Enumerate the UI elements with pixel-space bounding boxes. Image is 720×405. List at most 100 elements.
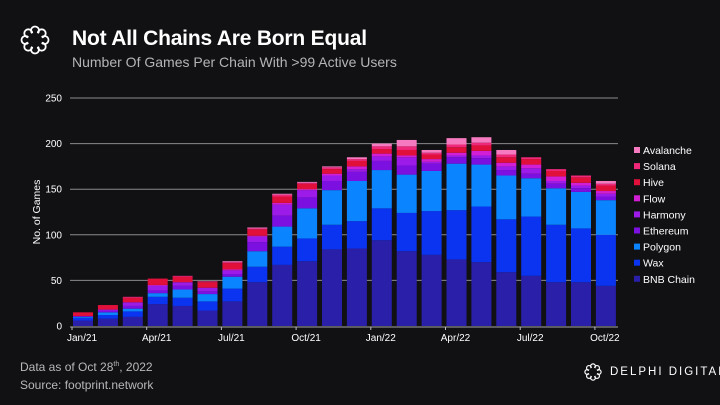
bar-segment-ethereum [197, 291, 218, 295]
bar-segment-bnb-chain [122, 316, 143, 326]
bar-segment-solana [496, 154, 517, 158]
bar-segment-solana [247, 228, 268, 230]
bar-segment-avalanche [471, 137, 492, 143]
bar-segment-avalanche [446, 138, 467, 145]
bar-segment-flow [222, 269, 243, 271]
bar-segment-harmony [322, 175, 342, 181]
bar-segment-polygon [471, 164, 492, 207]
bar-segment-wax [297, 238, 318, 262]
bar-segment-polygon [346, 180, 367, 222]
legend-label: Harmony [643, 209, 686, 221]
legend-item: Solana [634, 161, 676, 173]
bar-segment-polygon [197, 294, 218, 302]
bar-stack [197, 281, 218, 326]
bar-segment-polygon [546, 188, 567, 225]
y-tick-label: 200 [45, 139, 62, 150]
bar-segment-wax [247, 266, 268, 283]
bar-segment-polygon [322, 190, 342, 225]
bar-segment-harmony [272, 204, 293, 216]
bar-segment-bnb-chain [471, 262, 492, 326]
bar-segment-hive [197, 282, 218, 288]
legend: Avalanche Solana Hive Flow Harmony Ethereum Po… [634, 145, 695, 286]
legend-item: Harmony [634, 209, 686, 221]
bar-segment-solana [272, 194, 293, 197]
bar-segment-polygon [496, 175, 517, 220]
bar-segment-avalanche [247, 227, 268, 229]
bar-segment-solana [297, 182, 318, 184]
bar-segment-wax [571, 228, 591, 283]
bar-segment-harmony [147, 285, 168, 291]
bar-stack [571, 175, 591, 326]
bar-segment-harmony [496, 166, 517, 171]
bar-segment-polygon [172, 289, 193, 298]
bar-segment-wax [496, 219, 517, 273]
bar-segment-avalanche [297, 181, 318, 183]
legend-swatch [634, 243, 640, 250]
bar-stack [595, 180, 616, 326]
bar-segment-ethereum [396, 165, 417, 175]
data-source: Source: footprint.network [20, 378, 154, 392]
bar-segment-bnb-chain [73, 320, 93, 326]
bar-segment-harmony [571, 185, 591, 189]
legend-item: Flow [634, 193, 666, 205]
legend-label: Hive [643, 177, 664, 189]
x-tick-label: Oct/22 [590, 333, 620, 344]
bar-segment-bnb-chain [297, 261, 318, 326]
bar-segment-ethereum [571, 188, 591, 192]
bar-segment-ethereum [97, 310, 118, 313]
legend-swatch [634, 179, 640, 186]
bar-segment-harmony [97, 309, 118, 311]
bars [73, 137, 616, 326]
bar-segment-hive [546, 170, 567, 177]
bar-segment-avalanche [371, 143, 392, 147]
bar-segment-polygon [396, 174, 417, 213]
bar-stack [471, 137, 492, 326]
legend-swatch [634, 227, 640, 234]
bar-stack [247, 227, 268, 326]
legend-swatch [634, 147, 640, 153]
bar-segment-hive [172, 276, 193, 283]
footer: Data as of Oct 28th, 2022 Source: footpr… [20, 356, 153, 394]
bar-segment-harmony [471, 155, 492, 159]
bar-stack [97, 305, 118, 326]
bar-segment-bnb-chain [396, 251, 417, 326]
legend-item: Polygon [634, 242, 681, 254]
legend-label: Ethereum [643, 226, 689, 238]
bar-segment-flow [247, 235, 268, 237]
y-tick-label: 50 [51, 276, 63, 287]
bar-segment-bnb-chain [595, 285, 616, 326]
bar-segment-hive [521, 159, 542, 165]
legend-label: Solana [643, 161, 676, 173]
bar-stack [73, 312, 93, 326]
y-axis-label: No. of Games [31, 180, 43, 245]
bar-segment-bnb-chain [521, 275, 542, 326]
x-tick-label: Jan/21 [67, 333, 97, 344]
bar-segment-flow [297, 189, 318, 191]
bar-segment-hive [147, 278, 168, 285]
bar-segment-harmony [197, 287, 218, 292]
bar-segment-solana [371, 146, 392, 150]
bar-segment-ethereum [122, 305, 143, 309]
bar-segment-polygon [297, 208, 318, 239]
bar-segment-hive [571, 177, 591, 183]
y-tick-label: 250 [45, 94, 62, 105]
bar-segment-flow [346, 166, 367, 170]
bar-segment-hive [247, 229, 268, 236]
bar-segment-flow [496, 162, 517, 167]
bar-segment-avalanche [496, 149, 517, 155]
bar-segment-hive [73, 312, 93, 316]
bar-segment-solana [322, 167, 342, 170]
x-tick-label: Oct/21 [291, 333, 321, 344]
bar-segment-flow [546, 176, 567, 181]
bar-segment-ethereum [222, 274, 243, 277]
bar-segment-hive [446, 147, 467, 153]
bar-stack [446, 138, 467, 326]
bar-segment-ethereum [247, 242, 268, 252]
bar-segment-harmony [546, 180, 567, 184]
delphi-ring-logo-icon [584, 363, 602, 381]
bar-stack [496, 149, 517, 326]
bar-segment-harmony [421, 161, 442, 164]
legend-swatch [634, 211, 640, 218]
bar-segment-solana [222, 262, 243, 264]
bar-segment-avalanche [322, 166, 342, 168]
